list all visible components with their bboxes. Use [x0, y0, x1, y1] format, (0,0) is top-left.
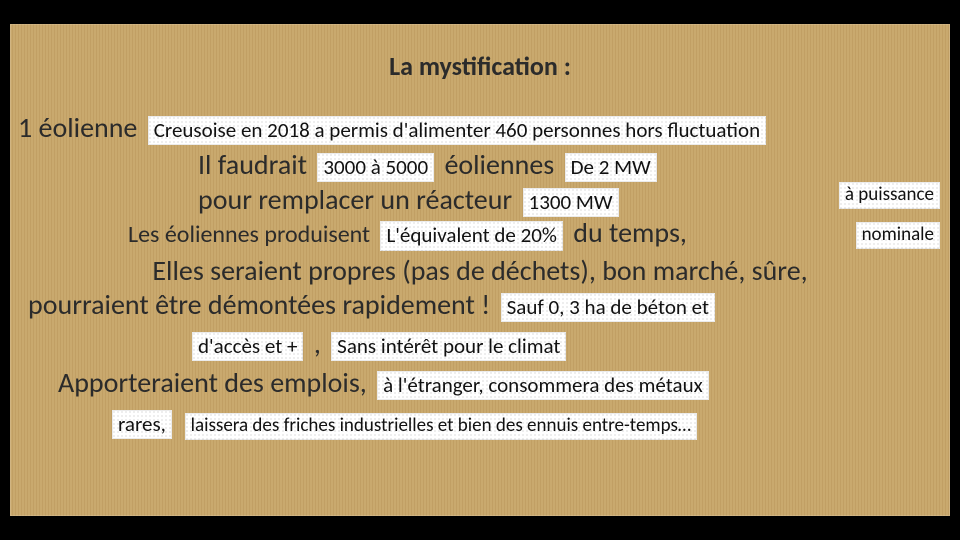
line5-text: Elles seraient propres (pas de déchets),… — [152, 253, 807, 288]
line-8: Apporteraient des emplois, à l'étranger,… — [18, 367, 942, 400]
line2-b: éoliennes — [444, 147, 554, 182]
line-6: pourraient être démontées rapidement ! S… — [18, 289, 942, 322]
line7-box2: Sans intérêt pour le climat — [331, 332, 566, 361]
line8-a: Apporteraient des emplois, — [58, 365, 367, 400]
line2-box1: 3000 à 5000 — [317, 153, 434, 182]
line9-box1: rares, — [112, 410, 172, 439]
line6-box: Sauf 0, 3 ha de béton et — [501, 293, 715, 322]
line1-box: Creusoise en 2018 a permis d'alimenter 4… — [148, 116, 766, 145]
line-5: Elles seraient propres (pas de déchets),… — [18, 255, 942, 287]
line3-a: pour remplacer un réacteur — [198, 182, 512, 217]
line4-box2a: à puissance — [839, 182, 940, 209]
line8-box: à l'étranger, consommera des métaux — [377, 371, 709, 400]
line6-a: pourraient être démontées rapidement ! — [28, 287, 490, 322]
line9-rest: laissera des friches industrielles et bi… — [185, 413, 697, 440]
line4-box2b: nominale — [856, 222, 940, 249]
line-7: d'accès et + , Sans intérêt pour le clim… — [18, 328, 942, 361]
line7-comma: , — [314, 326, 321, 361]
line-2: Il faudrait 3000 à 5000 éoliennes De 2 M… — [18, 149, 942, 182]
line4-lead: Les éoliennes produisent — [128, 220, 370, 249]
line-1: 1 éolienne Creusoise en 2018 a permis d'… — [18, 112, 942, 145]
line3-box: 1300 MW — [523, 188, 619, 217]
line2-box2: De 2 MW — [565, 153, 657, 182]
line4-box1: L'équivalent de 20% — [380, 221, 562, 250]
line7-box1: d'accès et + — [192, 332, 303, 361]
line-3: pour remplacer un réacteur 1300 MW à pui… — [18, 184, 942, 217]
line1-lead: 1 éolienne — [18, 110, 137, 145]
slide-title: La mystification : — [10, 24, 950, 82]
slide-body: 1 éolienne Creusoise en 2018 a permis d'… — [18, 112, 942, 440]
line4-mid: du temps, — [573, 215, 687, 250]
line-9: rares, laissera des friches industrielle… — [18, 410, 942, 440]
line2-a: Il faudrait — [198, 147, 307, 182]
line-4: Les éoliennes produisent L'équivalent de… — [18, 217, 942, 250]
